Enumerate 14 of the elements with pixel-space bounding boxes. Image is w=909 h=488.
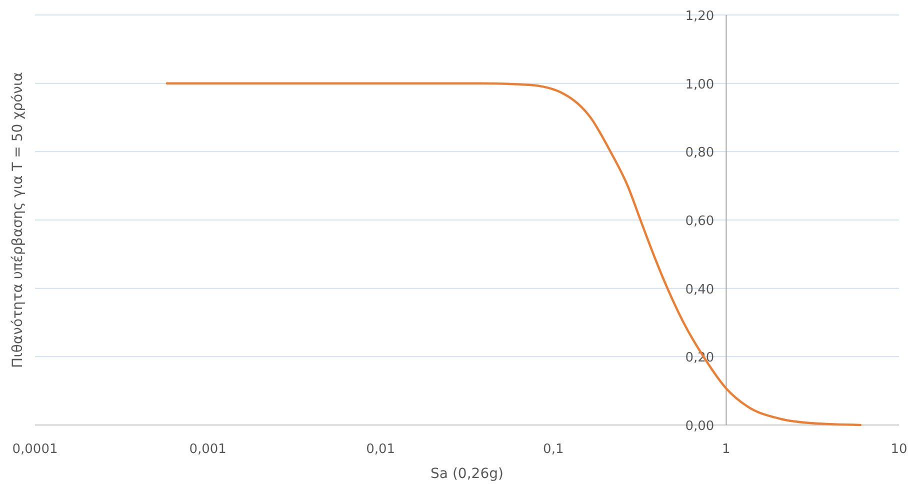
y-tick-label: 0,00	[685, 419, 714, 434]
x-tick-label: 1	[722, 442, 730, 457]
y-tick-label: 0,80	[685, 146, 714, 161]
x-axis-title: Sa (0,26g)	[430, 466, 504, 482]
y-tick-label: 1,20	[685, 9, 714, 24]
x-tick-label: 10	[890, 442, 908, 457]
y-tick-label: 0,60	[685, 214, 714, 229]
x-tick-label: 0,001	[189, 442, 226, 457]
x-tick-label: 0,01	[366, 442, 396, 457]
y-tick-label: 1,00	[685, 77, 714, 92]
x-tick-label: 0,0001	[12, 442, 58, 457]
y-tick-label: 0,40	[685, 282, 714, 298]
y-axis-title: Πιθανότητα υπέρβασης για T = 50 χρόνια	[10, 72, 26, 368]
x-tick-label: 0,1	[543, 442, 564, 457]
